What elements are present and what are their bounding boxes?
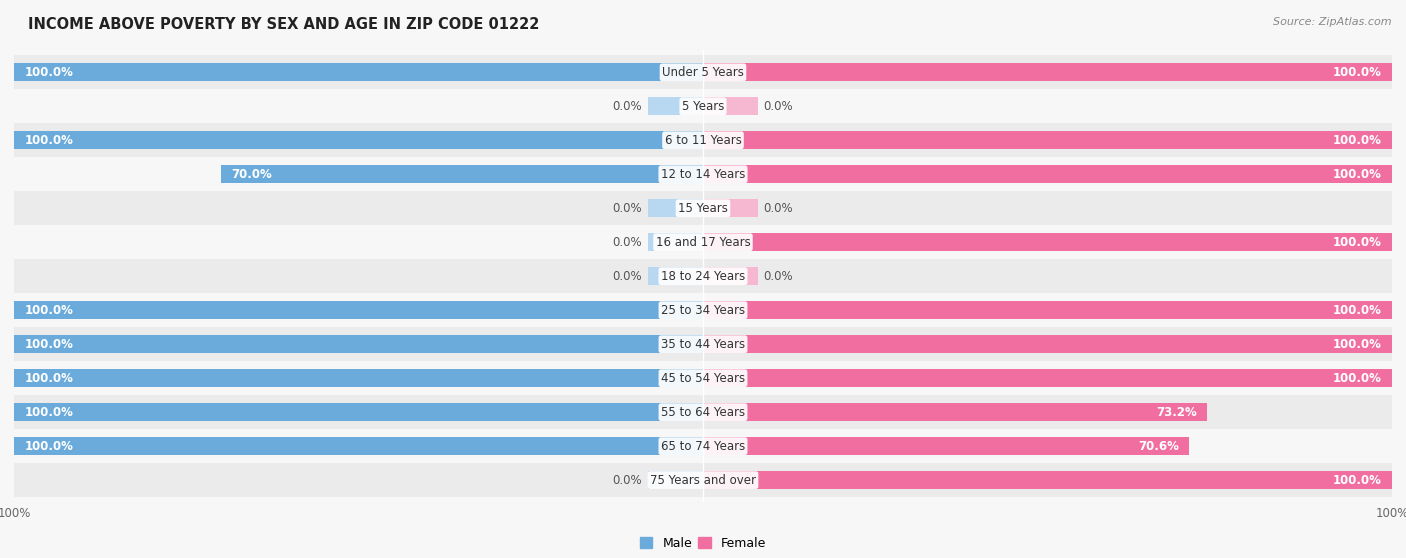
Bar: [14, 301, 703, 319]
Text: 75 Years and over: 75 Years and over: [650, 474, 756, 487]
Bar: [703, 369, 1392, 387]
Text: 65 to 74 Years: 65 to 74 Years: [661, 440, 745, 453]
Bar: [703, 64, 1392, 81]
Text: 100.0%: 100.0%: [24, 372, 73, 384]
Text: 100.0%: 100.0%: [1333, 474, 1382, 487]
Bar: [14, 437, 703, 455]
Bar: [14, 429, 1392, 463]
Bar: [703, 301, 1392, 319]
Bar: [703, 233, 1392, 251]
Text: 6 to 11 Years: 6 to 11 Years: [665, 134, 741, 147]
Bar: [703, 437, 1189, 455]
Text: 73.2%: 73.2%: [1156, 406, 1197, 418]
Bar: [703, 165, 1392, 183]
Bar: [703, 132, 1392, 149]
Bar: [14, 225, 1392, 259]
Bar: [14, 191, 1392, 225]
Text: 100.0%: 100.0%: [1333, 372, 1382, 384]
Text: 0.0%: 0.0%: [763, 270, 793, 283]
Text: 100.0%: 100.0%: [1333, 168, 1382, 181]
Text: 70.6%: 70.6%: [1139, 440, 1180, 453]
Bar: [221, 165, 703, 183]
Text: 100.0%: 100.0%: [24, 338, 73, 350]
Text: 25 to 34 Years: 25 to 34 Years: [661, 304, 745, 317]
Text: 100.0%: 100.0%: [24, 440, 73, 453]
Text: 100.0%: 100.0%: [24, 134, 73, 147]
Bar: [648, 472, 703, 489]
Text: 0.0%: 0.0%: [613, 202, 643, 215]
Text: 100.0%: 100.0%: [1333, 304, 1382, 317]
Text: 0.0%: 0.0%: [613, 100, 643, 113]
Bar: [648, 199, 703, 217]
Bar: [14, 157, 1392, 191]
Bar: [648, 267, 703, 285]
Text: 0.0%: 0.0%: [613, 474, 643, 487]
Text: Under 5 Years: Under 5 Years: [662, 66, 744, 79]
Text: 100.0%: 100.0%: [24, 66, 73, 79]
Text: 100.0%: 100.0%: [1333, 66, 1382, 79]
Bar: [14, 64, 703, 81]
Text: 100.0%: 100.0%: [24, 304, 73, 317]
Text: 15 Years: 15 Years: [678, 202, 728, 215]
Text: 100.0%: 100.0%: [24, 406, 73, 418]
Text: 0.0%: 0.0%: [613, 270, 643, 283]
Bar: [703, 403, 1208, 421]
Bar: [14, 293, 1392, 327]
Text: 0.0%: 0.0%: [613, 235, 643, 249]
Text: 12 to 14 Years: 12 to 14 Years: [661, 168, 745, 181]
Bar: [14, 335, 703, 353]
Bar: [14, 361, 1392, 395]
Bar: [14, 55, 1392, 89]
Bar: [14, 259, 1392, 293]
Text: 5 Years: 5 Years: [682, 100, 724, 113]
Bar: [703, 199, 758, 217]
Text: 45 to 54 Years: 45 to 54 Years: [661, 372, 745, 384]
Bar: [14, 132, 703, 149]
Text: INCOME ABOVE POVERTY BY SEX AND AGE IN ZIP CODE 01222: INCOME ABOVE POVERTY BY SEX AND AGE IN Z…: [28, 17, 540, 32]
Text: 100.0%: 100.0%: [1333, 235, 1382, 249]
Bar: [703, 267, 758, 285]
Bar: [14, 369, 703, 387]
Bar: [14, 463, 1392, 497]
Bar: [648, 233, 703, 251]
Text: 18 to 24 Years: 18 to 24 Years: [661, 270, 745, 283]
Text: 100.0%: 100.0%: [1333, 338, 1382, 350]
Bar: [703, 472, 1392, 489]
Text: 16 and 17 Years: 16 and 17 Years: [655, 235, 751, 249]
Bar: [703, 98, 758, 115]
Bar: [14, 327, 1392, 361]
Bar: [14, 403, 703, 421]
Bar: [14, 89, 1392, 123]
Bar: [14, 395, 1392, 429]
Text: 0.0%: 0.0%: [763, 202, 793, 215]
Text: 55 to 64 Years: 55 to 64 Years: [661, 406, 745, 418]
Text: 0.0%: 0.0%: [763, 100, 793, 113]
Text: 70.0%: 70.0%: [231, 168, 271, 181]
Legend: Male, Female: Male, Female: [636, 532, 770, 555]
Bar: [14, 123, 1392, 157]
Text: 100.0%: 100.0%: [1333, 134, 1382, 147]
Text: 35 to 44 Years: 35 to 44 Years: [661, 338, 745, 350]
Bar: [648, 98, 703, 115]
Text: Source: ZipAtlas.com: Source: ZipAtlas.com: [1274, 17, 1392, 27]
Bar: [703, 335, 1392, 353]
